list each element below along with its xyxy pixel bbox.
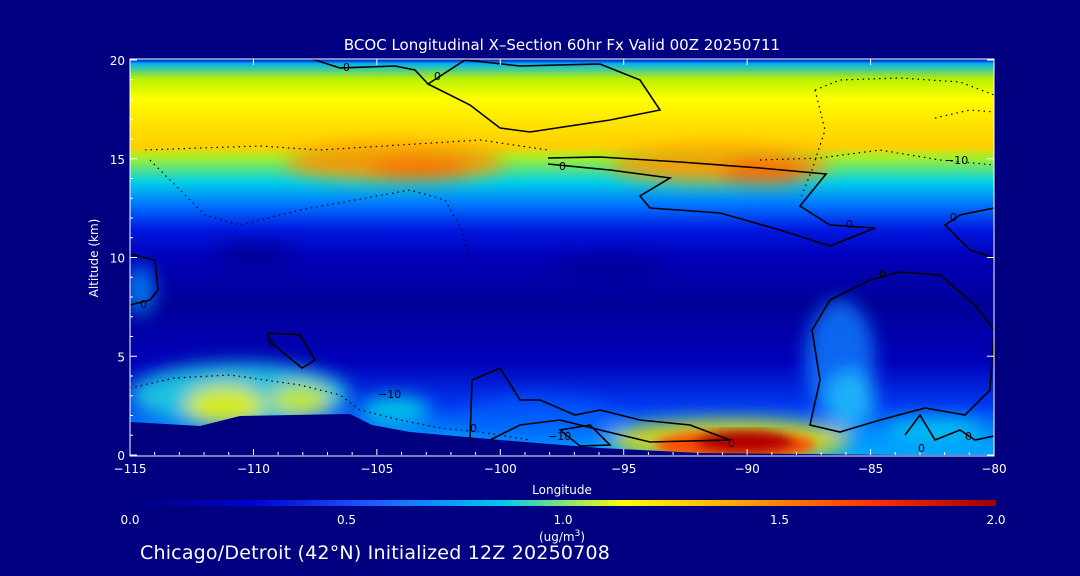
colorbar-tick-label: 1.0 [553,513,572,527]
colorbar-tick-label: 0.5 [337,513,356,527]
contour-upper-center [426,59,662,133]
y-tick-label: 5 [117,350,125,364]
contour-dotted-west [149,159,471,261]
lower-west-yellow-2 [270,384,330,416]
x-axis-label: Longitude [532,483,592,497]
surface-plume-core [695,430,795,454]
contour-lower-west [267,332,317,369]
contour-surface-loop [558,424,612,447]
contour-label: 0 [950,211,957,224]
x-tick-label: −115 [114,462,147,476]
y-axis-label: Altitude (km) [87,219,101,298]
contour-dotted-top [144,139,549,151]
colorbar-unit-text: (ug/m [539,530,575,544]
contour-label: 0 [434,70,441,83]
contour-dotted-lower [130,374,531,441]
contour-east-edge [943,207,994,259]
mid-dark-west [215,243,295,267]
east-low-cyan [885,418,985,442]
contour-labels: 0 0 0 0 0 −10 0 0 0 0 −10 −10 0 0 0 [140,61,972,455]
contour-label: 0 [343,61,350,74]
contour-label: −10 [945,154,968,167]
y-tick-label: 20 [110,54,125,68]
colorbar-tick-label: 2.0 [986,513,1005,527]
contour-west-edge [130,253,159,306]
initialization-footer: Chicago/Detroit (42°N) Initialized 12Z 2… [140,542,611,564]
contour-label: 0 [559,160,566,173]
west-edge-cyan [130,265,155,315]
contour-label: 0 [846,218,853,231]
mid-dark-center [555,256,665,280]
x-tick-label: −105 [360,462,393,476]
contour-label: −10 [548,430,571,443]
lower-cyan-mid [360,396,430,424]
contour-upper-east [547,156,876,247]
contour-lower-east [809,271,994,433]
colorbar [130,500,996,506]
x-tick-label: −90 [734,462,759,476]
contour-label: 0 [879,268,886,281]
colorbar-unit-close: ) [580,530,585,544]
contour-label: 0 [728,437,735,450]
y-tick-label: 10 [110,252,125,266]
contour-dotted-right-low [934,109,994,119]
colorbar-ticks: 0.0 0.5 1.0 1.5 2.0 [120,513,1005,527]
colorbar-unit-label: (ug/m3) [539,529,585,544]
terrain-mask [130,414,994,456]
contour-label: 0 [268,337,275,350]
chart-title: BCOC Longitudinal X–Section 60hr Fx Vali… [344,36,780,54]
x-tick-label: −110 [237,462,270,476]
y-tick-label: 15 [110,153,125,167]
colorbar-tick-label: 0.0 [120,513,139,527]
y-tick-label: 0 [117,449,125,463]
x-tick-label: −100 [484,462,517,476]
contour-label: 0 [918,442,925,455]
surface-plume [655,430,815,456]
contour-surface-center [469,366,731,443]
contour-label: −10 [378,388,401,401]
lower-center-blue [460,395,620,445]
upper-max-west-core [370,160,470,180]
lower-west-yellow [185,385,265,425]
contour-dotted-right [759,149,994,166]
contour-label: 0 [965,430,972,443]
colorbar-tick-label: 1.5 [770,513,789,527]
contour-label: 0 [140,298,147,311]
x-tick-label: −85 [858,462,883,476]
x-tick-label: −95 [611,462,636,476]
contour-lines [130,59,994,447]
contour-dotted-upper-right [814,77,994,96]
rising-tongue-inner [825,370,875,430]
x-tick-label: −80 [981,462,1006,476]
contour-surface-right [904,413,994,441]
field-features [130,144,985,456]
contour-upper-left [311,59,429,85]
contour-dotted-rising [799,89,826,201]
concentration-field: 0 0 0 0 0 −10 0 0 0 0 −10 −10 0 0 0 [130,59,994,456]
colorbar-unit-sup: 3 [575,529,581,539]
contour-label: 0 [470,422,477,435]
